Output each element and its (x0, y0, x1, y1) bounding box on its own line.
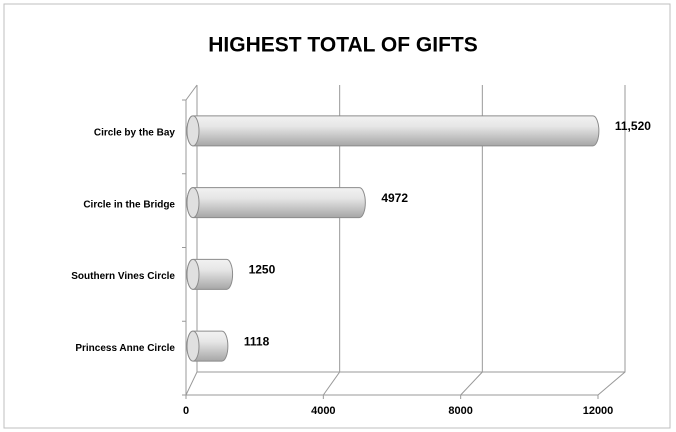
grid-line (597, 85, 626, 396)
x-tick-label: 0 (183, 405, 189, 417)
category-label: Southern Vines Circle (71, 271, 175, 282)
value-label: 1118 (244, 334, 270, 348)
value-label: 4972 (381, 191, 408, 205)
category-label: Circle by the Bay (94, 128, 176, 139)
bar-cap (186, 258, 200, 290)
bar (186, 187, 366, 219)
x-tick-label: 12000 (583, 405, 614, 417)
value-label: 11,520 (615, 119, 651, 133)
grid-line (185, 85, 198, 396)
x-tick-label: 4000 (311, 405, 335, 417)
bar (186, 115, 600, 147)
category-label: Circle in the Bridge (83, 199, 175, 210)
chart-title: HIGHEST TOTAL OF GIFTS (208, 34, 478, 57)
category-label: Princess Anne Circle (75, 343, 175, 354)
bar-cap (186, 187, 200, 219)
value-label: 1250 (249, 263, 276, 277)
x-tick-label: 8000 (448, 405, 472, 417)
bar-cap (186, 330, 200, 362)
bar-cap (186, 115, 200, 147)
grid-line (322, 85, 341, 396)
grid-line (460, 85, 483, 396)
